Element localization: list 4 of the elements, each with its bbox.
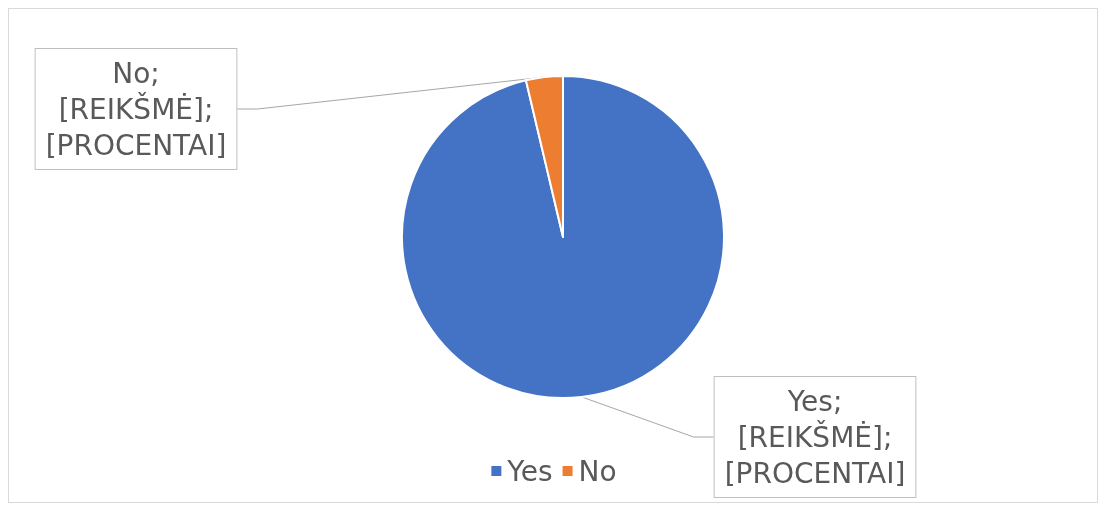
legend-label: Yes xyxy=(506,454,553,488)
data-label: Yes; [REIKŠMĖ]; [PROCENTAI] xyxy=(724,384,906,490)
legend-label: No xyxy=(578,454,617,488)
data-label: No; [REIKŠMĖ]; [PROCENTAI] xyxy=(45,56,227,162)
